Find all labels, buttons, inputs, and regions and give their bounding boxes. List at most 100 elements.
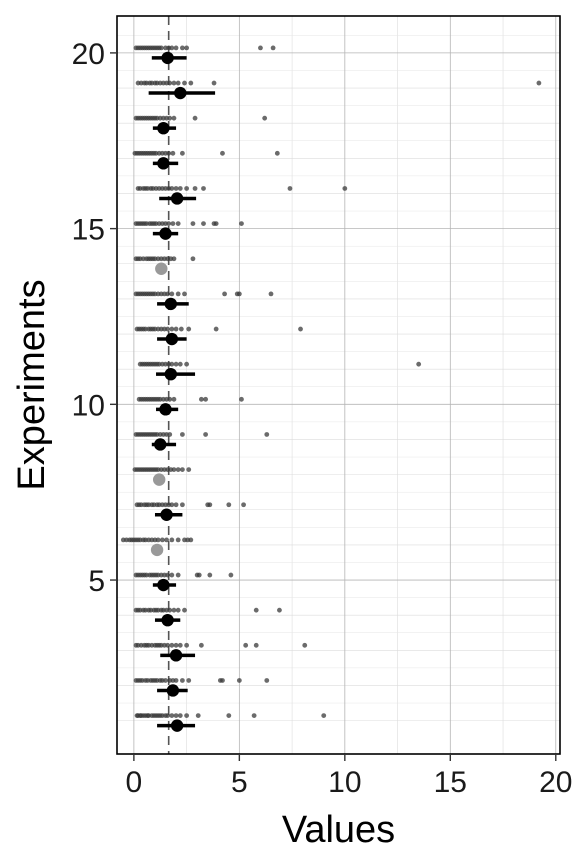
raw-point bbox=[166, 221, 172, 227]
raw-point bbox=[213, 326, 219, 332]
raw-point bbox=[173, 326, 179, 332]
raw-point bbox=[177, 713, 183, 719]
raw-point bbox=[165, 642, 171, 648]
raw-point bbox=[182, 607, 187, 613]
x-tick-label-20: 20 bbox=[539, 766, 572, 799]
raw-point bbox=[170, 150, 176, 156]
plot-border bbox=[116, 15, 561, 755]
mean-marker-12 bbox=[165, 332, 179, 346]
raw-point bbox=[251, 713, 257, 719]
x-tick-label-5: 5 bbox=[231, 766, 248, 799]
raw-point bbox=[184, 642, 190, 648]
raw-point bbox=[207, 502, 213, 508]
mean-marker-1 bbox=[170, 719, 184, 732]
raw-point bbox=[262, 115, 268, 121]
raw-point bbox=[169, 186, 175, 191]
raw-point bbox=[264, 432, 270, 437]
raw-point bbox=[167, 432, 173, 437]
raw-point bbox=[158, 45, 164, 51]
raw-point bbox=[167, 115, 173, 121]
mean-marker-3 bbox=[169, 649, 183, 662]
major-gridlines bbox=[117, 16, 560, 754]
mean-marker-17 bbox=[157, 157, 170, 170]
raw-point bbox=[253, 642, 259, 648]
raw-point bbox=[167, 607, 173, 613]
raw-point bbox=[220, 678, 225, 683]
raw-point bbox=[192, 115, 198, 121]
raw-point bbox=[165, 572, 171, 578]
raw-point bbox=[213, 221, 219, 227]
raw-point bbox=[226, 502, 232, 508]
raw-point bbox=[264, 678, 270, 683]
raw-point bbox=[179, 678, 185, 683]
mean-marker-20 bbox=[161, 51, 174, 65]
raw-point bbox=[167, 396, 173, 402]
raw-point bbox=[175, 537, 181, 543]
raw-point bbox=[186, 678, 192, 683]
raw-point bbox=[203, 432, 209, 437]
x-axis: 0 5 10 15 20 bbox=[126, 754, 572, 799]
minor-gridlines bbox=[117, 16, 560, 754]
raw-point bbox=[173, 502, 179, 508]
raw-point bbox=[342, 186, 348, 191]
mean-marker-14 bbox=[155, 262, 168, 275]
raw-point bbox=[196, 572, 202, 578]
raw-point bbox=[166, 150, 172, 156]
raw-point bbox=[222, 291, 227, 297]
raw-point bbox=[165, 713, 171, 719]
raw-point bbox=[184, 361, 190, 367]
raw-point bbox=[203, 396, 209, 402]
raw-point bbox=[167, 80, 173, 86]
raw-point bbox=[169, 326, 175, 332]
raw-point bbox=[239, 396, 244, 402]
raw-point bbox=[184, 186, 190, 191]
raw-point bbox=[169, 537, 175, 543]
raw-point bbox=[243, 642, 249, 648]
y-tick-label-5: 5 bbox=[88, 565, 105, 598]
raw-point bbox=[198, 396, 204, 402]
raw-point bbox=[190, 256, 196, 262]
raw-point bbox=[186, 467, 192, 473]
raw-point bbox=[179, 150, 185, 156]
y-tick-label-15: 15 bbox=[72, 214, 105, 247]
raw-point bbox=[179, 467, 185, 473]
raw-point bbox=[253, 607, 259, 613]
raw-point bbox=[171, 607, 177, 613]
raw-point bbox=[171, 256, 177, 262]
x-axis-title: Values bbox=[282, 809, 395, 851]
mean-marker-9 bbox=[154, 438, 167, 451]
raw-point bbox=[175, 572, 181, 578]
raw-point bbox=[179, 432, 185, 437]
mean-marker-18 bbox=[157, 121, 170, 135]
y-tick-label-10: 10 bbox=[72, 389, 105, 422]
raw-point bbox=[164, 537, 169, 543]
raw-point bbox=[536, 80, 542, 86]
raw-point bbox=[175, 467, 181, 473]
raw-point bbox=[163, 678, 168, 683]
raw-point bbox=[173, 713, 179, 719]
raw-point bbox=[177, 186, 183, 191]
raw-point bbox=[173, 361, 179, 367]
mean-marker-7 bbox=[160, 508, 173, 521]
mean-marker-4 bbox=[161, 613, 174, 627]
raw-point bbox=[268, 291, 274, 297]
raw-point bbox=[155, 537, 161, 543]
raw-point bbox=[270, 45, 276, 51]
raw-point bbox=[195, 713, 201, 719]
mean-marker-8 bbox=[152, 473, 166, 486]
raw-point bbox=[173, 642, 179, 648]
y-axis-title: Experiments bbox=[11, 279, 53, 490]
raw-point bbox=[175, 291, 181, 297]
raw-point bbox=[182, 80, 187, 86]
raw-point bbox=[416, 361, 422, 367]
raw-point bbox=[239, 221, 244, 227]
raw-point bbox=[188, 537, 194, 543]
raw-point bbox=[169, 572, 175, 578]
raw-point bbox=[236, 291, 242, 297]
raw-point bbox=[173, 678, 179, 683]
raw-point bbox=[175, 607, 181, 613]
raw-point bbox=[182, 291, 187, 297]
y-tick-label-20: 20 bbox=[72, 38, 105, 71]
raw-point bbox=[228, 572, 234, 578]
